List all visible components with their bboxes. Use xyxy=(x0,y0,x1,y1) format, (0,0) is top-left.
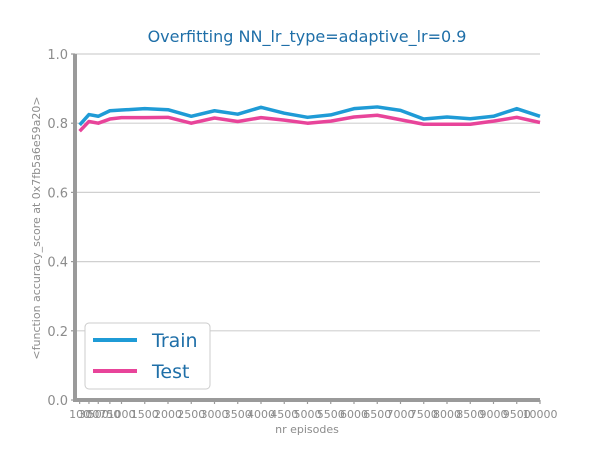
y-tick-label-3: 0.6 xyxy=(47,186,68,201)
x-tick-label-12: 5000 xyxy=(294,408,322,421)
y-tick-label-4: 0.8 xyxy=(47,117,68,132)
x-tick-label-21: 9500 xyxy=(503,408,531,421)
axes xyxy=(73,54,540,402)
x-tick-label-3: 750 xyxy=(99,408,120,421)
y-tick-label-2: 0.4 xyxy=(47,256,68,271)
x-tick-label-13: 5500 xyxy=(317,408,345,421)
x-tick-label-15: 6500 xyxy=(363,408,391,421)
x-tick-label-7: 2500 xyxy=(177,408,205,421)
x-tick-label-5: 1500 xyxy=(131,408,159,421)
x-tick-label-22: 10000 xyxy=(523,408,558,421)
x-tick-label-18: 8000 xyxy=(433,408,461,421)
x-tick-label-2: 500 xyxy=(88,408,109,421)
y-ticks: 0.0 0.2 0.4 0.6 0.8 1.0 xyxy=(47,48,75,409)
series-line-test xyxy=(78,113,541,133)
x-tick-label-4: 1000 xyxy=(108,408,136,421)
x-tick-label-14: 6000 xyxy=(340,408,368,421)
x-tick-label-20: 9000 xyxy=(480,408,508,421)
x-ticks: 1003005007501000150020002500300035004000… xyxy=(69,400,558,421)
x-tick-label-0: 100 xyxy=(69,408,90,421)
x-tick-label-8: 3000 xyxy=(201,408,229,421)
chart-title: Overfitting NN_lr_type=adaptive_lr=0.9 xyxy=(148,27,467,47)
x-tick-label-11: 4500 xyxy=(270,408,298,421)
legend-label-test: Test xyxy=(151,361,189,383)
grid xyxy=(75,53,540,332)
legend: Train Test xyxy=(84,322,211,390)
series-line-train xyxy=(78,105,541,127)
legend-label-train: Train xyxy=(151,330,198,352)
y-tick-label-0: 0.0 xyxy=(47,394,68,409)
x-tick-label-19: 8500 xyxy=(456,408,484,421)
x-tick-label-16: 7000 xyxy=(387,408,415,421)
x-tick-label-1: 300 xyxy=(78,408,99,421)
y-tick-label-5: 1.0 xyxy=(47,48,68,63)
series-lines xyxy=(78,105,541,133)
y-tick-label-1: 0.2 xyxy=(47,325,68,340)
x-tick-label-9: 3500 xyxy=(224,408,252,421)
x-tick-label-6: 2000 xyxy=(154,408,182,421)
x-axis-label: nr episodes xyxy=(275,423,339,436)
x-tick-label-17: 7500 xyxy=(410,408,438,421)
y-axis-label: <function accuracy_score at 0x7fb5a6e59a… xyxy=(30,96,43,359)
x-tick-label-10: 4000 xyxy=(247,408,275,421)
